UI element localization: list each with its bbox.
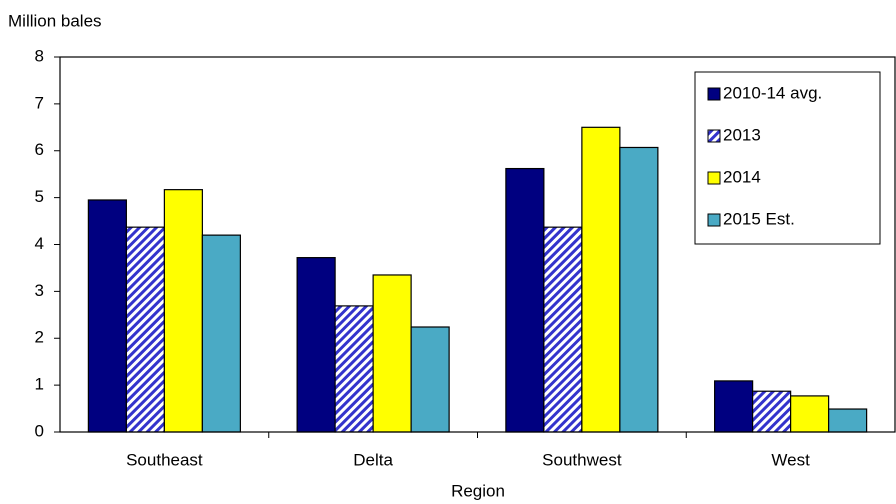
- legend-box: [694, 71, 881, 245]
- y-tick-label: 8: [35, 46, 44, 65]
- bar: [125, 226, 165, 433]
- bar: [619, 146, 659, 433]
- bar: [201, 234, 241, 433]
- y-tick-label: 7: [35, 93, 44, 112]
- x-tick-label: Delta: [353, 450, 393, 469]
- legend-label: 2015 Est.: [723, 209, 795, 228]
- bar: [505, 167, 545, 433]
- y-tick-label: 0: [35, 421, 44, 440]
- y-tick-label: 2: [35, 328, 44, 347]
- bar: [296, 257, 336, 433]
- plot-frame: [59, 56, 896, 433]
- legend: 2010-14 avg. 2013 2014 2015 Est.: [694, 71, 881, 245]
- legend-swatch: [707, 87, 721, 101]
- bar: [752, 390, 792, 433]
- legend-label: 2010-14 avg.: [723, 83, 822, 102]
- y-axis-title: Million bales: [8, 11, 102, 30]
- x-tick-label: West: [771, 450, 810, 469]
- bar: [543, 226, 583, 433]
- bar: [828, 408, 868, 433]
- y-tick-label: 1: [35, 375, 44, 394]
- bar: [410, 326, 450, 433]
- legend-label: 2013: [723, 125, 761, 144]
- bar: [372, 274, 412, 433]
- bar: [581, 126, 621, 433]
- bar: [334, 305, 374, 433]
- y-tick-label: 3: [35, 281, 44, 300]
- y-tick-label: 5: [35, 187, 44, 206]
- legend-swatch: [707, 171, 721, 185]
- x-axis-title: Region: [451, 481, 505, 500]
- legend-label: 2014: [723, 167, 761, 186]
- legend-swatch: [707, 213, 721, 227]
- legend-swatch: [707, 129, 721, 143]
- bar: [87, 199, 127, 433]
- x-tick-label: Southeast: [126, 450, 203, 469]
- y-tick-label: 6: [35, 140, 44, 159]
- bar: [714, 380, 754, 433]
- bar: [790, 395, 830, 433]
- x-tick-label: Southwest: [542, 450, 622, 469]
- y-tick-label: 4: [35, 234, 44, 253]
- bar: [163, 189, 203, 433]
